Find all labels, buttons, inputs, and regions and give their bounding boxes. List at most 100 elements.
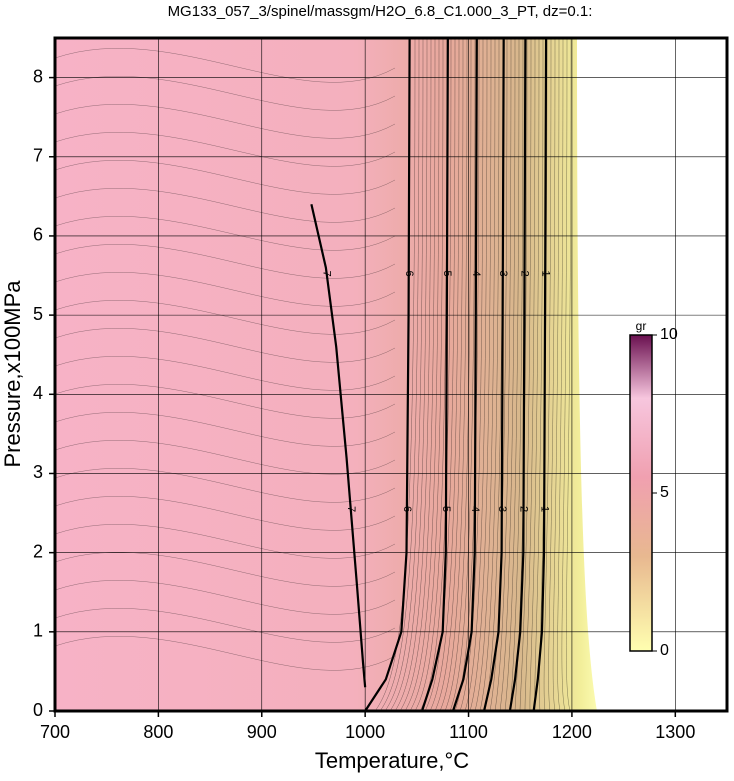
contour-label: 6 <box>401 506 413 512</box>
thin-contour <box>529 37 540 712</box>
thin-contour <box>54 468 396 503</box>
contour-label: 3 <box>496 506 508 512</box>
contour-label: 5 <box>440 506 452 512</box>
thin-contour <box>54 636 396 671</box>
contour-line <box>420 37 449 712</box>
thin-contour <box>469 37 492 712</box>
thin-contour <box>389 37 428 712</box>
thin-contour <box>54 48 396 83</box>
thin-contour <box>424 37 456 712</box>
thin-contour <box>552 37 560 712</box>
x-tick-label: 700 <box>40 722 70 742</box>
contour-line <box>451 37 478 712</box>
thin-contour <box>548 37 556 712</box>
colorbar-tick-label: 0 <box>660 642 669 659</box>
thin-contour <box>54 440 396 475</box>
contour-label: 4 <box>470 270 482 276</box>
colorbar-tick-label: 10 <box>660 326 678 343</box>
chart-title: MG133_057_3/spinel/massgm/H2O_6.8_C1.000… <box>168 3 593 20</box>
thin-contour <box>504 37 520 712</box>
colorbar-tick-label: 5 <box>660 484 669 501</box>
x-tick-label: 1000 <box>345 722 385 742</box>
thin-contour <box>439 37 468 712</box>
thin-contour <box>54 104 396 139</box>
x-tick-label: 1100 <box>449 722 488 742</box>
contour-label: 3 <box>497 270 509 276</box>
contour-line <box>482 37 505 712</box>
plot-frame <box>53 36 729 713</box>
contour-line <box>310 204 367 688</box>
contour-label: 7 <box>321 270 333 276</box>
thin-contour <box>449 37 476 712</box>
y-tick-label: 6 <box>33 225 43 245</box>
thin-contour <box>54 412 396 447</box>
thin-contour <box>54 524 396 559</box>
thin-contour <box>54 328 396 363</box>
thin-contour <box>409 37 444 712</box>
thin-contour <box>499 37 516 712</box>
thin-contour <box>54 160 396 195</box>
thin-contour <box>54 580 396 615</box>
y-tick-label: 0 <box>33 700 43 720</box>
y-tick-label: 8 <box>33 66 43 86</box>
thin-contour <box>54 356 396 391</box>
thin-contour <box>394 37 432 712</box>
thin-contour <box>54 272 396 307</box>
thin-contour <box>54 496 396 531</box>
thin-contour <box>464 37 488 712</box>
thin-contour <box>434 37 464 712</box>
colorbar <box>629 334 653 652</box>
contour-label: 4 <box>469 506 481 512</box>
x-axis-label: Temperature,°C <box>315 748 469 773</box>
contour-line <box>508 37 527 712</box>
thin-contour <box>557 37 564 712</box>
contour-line <box>364 37 411 712</box>
thin-contour <box>524 37 536 712</box>
thin-contour <box>474 37 496 712</box>
thin-contour <box>54 76 396 111</box>
thin-contour <box>494 37 512 712</box>
thin-contour <box>566 37 572 712</box>
thin-contour <box>379 37 420 712</box>
thin-contour <box>509 37 524 712</box>
x-tick-label: 900 <box>247 722 277 742</box>
y-tick-label: 3 <box>33 462 43 482</box>
x-tick-label: 1200 <box>552 722 592 742</box>
field <box>55 38 597 711</box>
thin-contour <box>399 37 436 712</box>
thin-contour <box>54 300 396 335</box>
colorbar-label: gr <box>636 319 647 333</box>
thin-contour <box>54 384 396 419</box>
thin-contour <box>539 37 548 712</box>
y-tick-label: 5 <box>33 304 43 324</box>
thin-contour <box>404 37 440 712</box>
thin-contour <box>534 37 544 712</box>
y-tick-label: 1 <box>33 621 43 641</box>
contour-label: 1 <box>538 506 550 512</box>
x-tick-label: 1300 <box>655 722 695 742</box>
contour-label: 5 <box>441 270 453 276</box>
plot-area: 700 800 900 1000 1100 1200 1300012345678776655… <box>33 36 729 742</box>
thin-contour <box>519 37 532 712</box>
thin-contour <box>54 244 396 279</box>
y-tick-label: 2 <box>33 541 43 561</box>
thin-contour <box>429 37 460 712</box>
y-axis-label: Pressure,x100MPa <box>0 280 25 468</box>
contour-label: 7 <box>345 506 357 512</box>
thin-contour <box>54 608 396 643</box>
thin-contour <box>384 37 424 712</box>
y-tick-label: 7 <box>33 146 43 166</box>
contour-label: 2 <box>519 270 531 276</box>
thin-contour <box>561 37 568 712</box>
y-tick-label: 4 <box>33 383 43 403</box>
thin-contour <box>479 37 500 712</box>
thin-contour <box>514 37 528 712</box>
contour-label: 6 <box>403 270 415 276</box>
thin-contour <box>54 216 396 251</box>
contour-label: 1 <box>539 270 551 276</box>
x-tick-label: 800 <box>143 722 173 742</box>
thin-contour <box>459 37 484 712</box>
thin-contour <box>54 132 396 167</box>
contour-line <box>532 37 548 712</box>
